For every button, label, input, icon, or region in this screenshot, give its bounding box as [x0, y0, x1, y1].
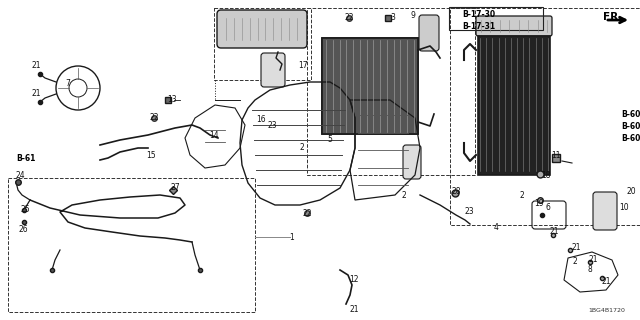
Text: 10: 10: [619, 204, 629, 212]
FancyBboxPatch shape: [403, 145, 421, 179]
Text: 23: 23: [267, 121, 277, 130]
Text: 17: 17: [298, 60, 308, 69]
Text: 28: 28: [451, 187, 461, 196]
Text: 8: 8: [588, 265, 593, 274]
Text: 21: 21: [572, 244, 580, 252]
Text: B-60-2: B-60-2: [621, 134, 640, 143]
Text: 21: 21: [588, 255, 598, 265]
Text: 1BG4B1720: 1BG4B1720: [588, 308, 625, 313]
Text: 27: 27: [170, 183, 180, 193]
Text: B-60: B-60: [621, 110, 640, 119]
Text: 2: 2: [573, 257, 577, 266]
Text: 5: 5: [328, 134, 332, 143]
Text: B-17-30: B-17-30: [462, 10, 495, 19]
Text: 21: 21: [349, 305, 359, 314]
Bar: [450, 8, 640, 225]
Text: 24: 24: [15, 171, 25, 180]
Text: 18: 18: [541, 171, 551, 180]
Text: 13: 13: [167, 94, 177, 103]
Text: B-61: B-61: [16, 154, 35, 163]
Text: 23: 23: [464, 206, 474, 215]
FancyBboxPatch shape: [261, 53, 285, 87]
FancyBboxPatch shape: [593, 192, 617, 230]
Text: 22: 22: [149, 114, 159, 123]
Bar: [307, 8, 475, 175]
Text: 1: 1: [290, 233, 294, 242]
FancyBboxPatch shape: [419, 15, 439, 51]
Text: 26: 26: [18, 225, 28, 234]
Text: B-17-31: B-17-31: [462, 22, 495, 31]
Text: 2: 2: [402, 190, 406, 199]
FancyBboxPatch shape: [476, 16, 552, 36]
Text: 9: 9: [411, 11, 415, 20]
Text: 2: 2: [520, 190, 524, 199]
Bar: [322, 38, 418, 134]
Text: 11: 11: [551, 151, 561, 161]
Text: 21: 21: [31, 89, 41, 98]
Text: 12: 12: [349, 276, 359, 284]
Text: 19: 19: [534, 199, 544, 209]
Bar: [8, 178, 255, 312]
Text: 22: 22: [344, 13, 354, 22]
Text: FR.: FR.: [603, 12, 622, 22]
Text: 21: 21: [549, 228, 559, 236]
Text: 16: 16: [256, 115, 266, 124]
Bar: [478, 36, 550, 175]
Bar: [449, 7, 543, 30]
Text: 21: 21: [601, 277, 611, 286]
Bar: [214, 8, 311, 80]
Text: 7: 7: [65, 79, 70, 89]
Text: 15: 15: [146, 150, 156, 159]
Text: 21: 21: [31, 61, 41, 70]
Text: 14: 14: [209, 132, 219, 140]
Text: 20: 20: [626, 188, 636, 196]
Text: B-60-1: B-60-1: [621, 122, 640, 131]
Text: 3: 3: [390, 13, 396, 22]
Bar: [322, 38, 418, 134]
Text: 22: 22: [302, 209, 312, 218]
Text: 6: 6: [545, 203, 550, 212]
Text: 25: 25: [20, 205, 30, 214]
FancyBboxPatch shape: [217, 10, 307, 48]
Text: 2: 2: [300, 142, 305, 151]
Text: 4: 4: [493, 222, 499, 231]
